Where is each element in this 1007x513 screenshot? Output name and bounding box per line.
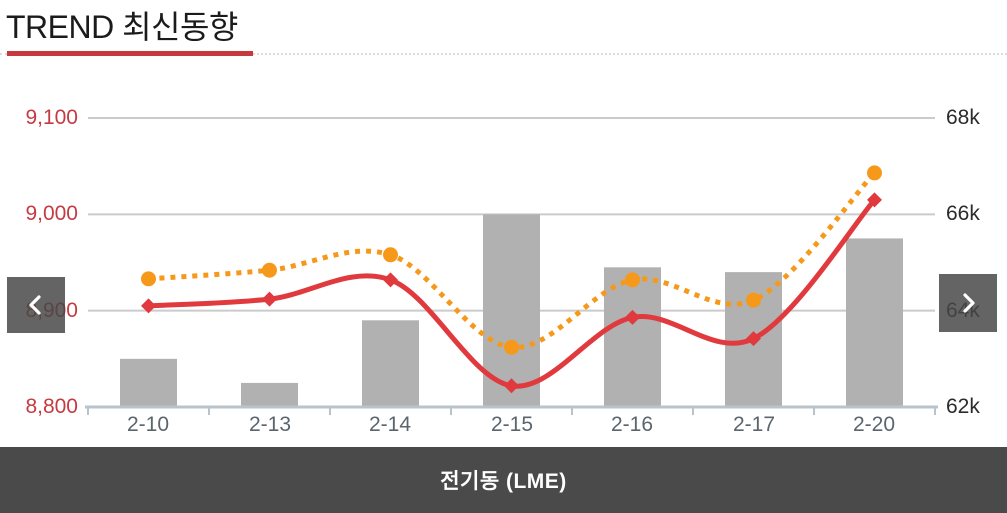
title-divider — [0, 53, 1007, 55]
x-label-2-16: 2-16 — [610, 413, 654, 436]
next-chart-button[interactable] — [939, 274, 997, 332]
x-label-2-17: 2-17 — [732, 413, 776, 436]
y-left-tick-9000: 9,000 — [25, 202, 78, 225]
y-left-tick-9100: 9,100 — [25, 106, 78, 129]
y-right-tick-66k: 66k — [946, 202, 980, 225]
instrument-bar: 전기동 (LME) — [0, 447, 1007, 513]
x-label-2-14: 2-14 — [368, 413, 412, 436]
x-label-2-10: 2-10 — [126, 413, 170, 436]
y-right-tick-62k: 62k — [946, 395, 980, 418]
prev-chart-button[interactable] — [7, 277, 65, 333]
page-title: TREND 최신동향 — [6, 9, 238, 45]
chevron-right-icon — [963, 293, 975, 313]
x-label-2-13: 2-13 — [248, 413, 292, 436]
instrument-label: 전기동 (LME) — [440, 470, 567, 493]
title-divider-accent — [7, 51, 253, 56]
x-label-2-15: 2-15 — [490, 413, 534, 436]
x-label-2-20: 2-20 — [852, 413, 896, 436]
y-left-tick-8800: 8,800 — [25, 395, 78, 418]
y-right-tick-68k: 68k — [946, 106, 980, 129]
chevron-left-icon — [29, 295, 41, 315]
